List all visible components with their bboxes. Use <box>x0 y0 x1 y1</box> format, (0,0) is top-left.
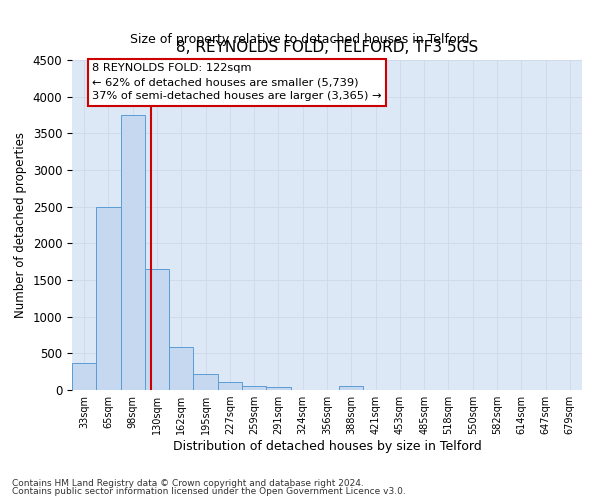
Bar <box>242 386 266 390</box>
Text: Contains public sector information licensed under the Open Government Licence v3: Contains public sector information licen… <box>12 488 406 496</box>
Bar <box>218 382 242 390</box>
Bar <box>169 348 193 390</box>
Bar <box>266 387 290 390</box>
Bar <box>72 363 96 390</box>
Title: 8, REYNOLDS FOLD, TELFORD, TF3 5GS: 8, REYNOLDS FOLD, TELFORD, TF3 5GS <box>176 40 478 54</box>
Bar <box>96 206 121 390</box>
Bar <box>121 115 145 390</box>
Text: 8 REYNOLDS FOLD: 122sqm
← 62% of detached houses are smaller (5,739)
37% of semi: 8 REYNOLDS FOLD: 122sqm ← 62% of detache… <box>92 64 382 102</box>
Text: Contains HM Land Registry data © Crown copyright and database right 2024.: Contains HM Land Registry data © Crown c… <box>12 478 364 488</box>
X-axis label: Distribution of detached houses by size in Telford: Distribution of detached houses by size … <box>173 440 481 453</box>
Bar <box>145 269 169 390</box>
Bar <box>339 386 364 390</box>
Text: Size of property relative to detached houses in Telford: Size of property relative to detached ho… <box>130 32 470 46</box>
Y-axis label: Number of detached properties: Number of detached properties <box>14 132 27 318</box>
Bar <box>193 374 218 390</box>
